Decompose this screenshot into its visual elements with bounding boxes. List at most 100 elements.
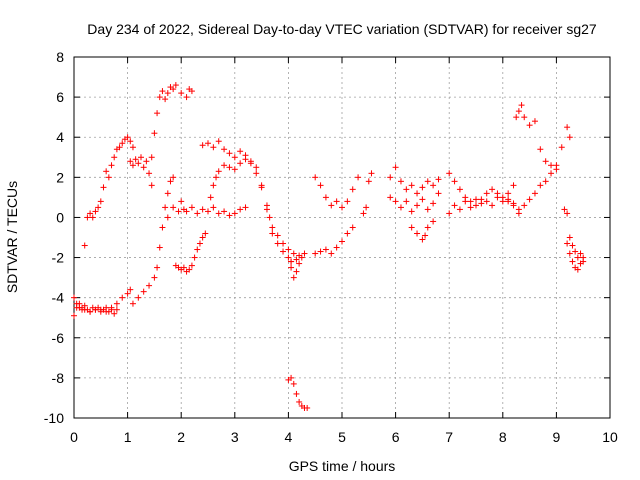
data-point [183, 94, 190, 101]
data-point [274, 240, 281, 247]
data-point [566, 234, 573, 241]
data-point [231, 166, 238, 173]
data-point [328, 202, 335, 209]
data-point [392, 198, 399, 205]
data-point [301, 250, 308, 257]
data-point [483, 190, 490, 197]
data-point [548, 162, 555, 169]
data-point [564, 124, 571, 131]
data-point [127, 286, 134, 293]
data-point [363, 204, 370, 211]
data-point [164, 214, 171, 221]
data-point [156, 94, 163, 101]
data-point [322, 246, 329, 253]
data-point [537, 146, 544, 153]
data-point [368, 170, 375, 177]
y-axis-label: SDTVAR / TECUs [4, 181, 20, 293]
data-point [81, 242, 88, 249]
data-point [355, 174, 362, 181]
data-point [116, 144, 123, 151]
data-point [526, 122, 533, 129]
data-point [339, 204, 345, 211]
data-point [288, 264, 295, 271]
data-point [103, 168, 110, 175]
data-point [288, 374, 295, 381]
data-point [127, 158, 134, 165]
data-point [170, 204, 177, 211]
data-point [566, 134, 573, 141]
data-point [513, 114, 520, 121]
data-point [202, 230, 209, 237]
data-point [456, 186, 463, 193]
data-point [558, 144, 565, 151]
y-tick-label: 4 [56, 129, 64, 145]
plot-frame [73, 56, 611, 419]
data-point [148, 182, 155, 189]
data-point [339, 238, 345, 245]
data-point [124, 290, 131, 297]
data-point [467, 204, 474, 211]
data-point [178, 90, 185, 97]
data-point [237, 160, 244, 167]
data-point [526, 196, 533, 203]
data-point [577, 260, 584, 267]
data-point [119, 140, 126, 147]
series-s23 [515, 124, 573, 217]
data-point [451, 202, 458, 209]
data-point [561, 206, 568, 213]
series-s21 [446, 194, 517, 217]
data-point [151, 274, 158, 281]
data-point [521, 114, 528, 121]
series-s9 [199, 138, 295, 265]
data-point [199, 206, 206, 213]
data-point [430, 182, 437, 189]
y-tick-label: -2 [52, 250, 65, 266]
data-point [419, 236, 426, 243]
data-point [154, 110, 161, 117]
y-tick-label: 6 [56, 89, 64, 105]
data-point [183, 208, 190, 215]
x-tick-label: 10 [602, 429, 618, 445]
data-point [231, 210, 238, 217]
data-point [162, 204, 169, 211]
data-point [296, 260, 303, 267]
data-point [521, 202, 528, 209]
data-point [322, 194, 329, 201]
data-point [387, 194, 394, 201]
data-point [290, 380, 297, 387]
data-point [215, 138, 222, 145]
data-point [518, 102, 525, 109]
data-point [159, 224, 166, 231]
data-point [414, 230, 421, 237]
data-point [103, 304, 110, 311]
data-point [293, 390, 300, 397]
series-s15 [312, 224, 356, 257]
data-point [414, 190, 421, 197]
data-point [148, 154, 155, 161]
data-point [269, 230, 276, 237]
data-point [403, 198, 410, 205]
data-point [483, 198, 490, 205]
data-point [210, 182, 217, 189]
data-point [84, 214, 91, 221]
data-point [548, 170, 555, 177]
series-s11 [288, 250, 308, 265]
data-point [215, 210, 222, 217]
data-point [170, 86, 177, 93]
data-point [242, 204, 249, 211]
data-point [328, 250, 335, 257]
data-point [293, 256, 300, 263]
y-tick-label: 8 [56, 49, 64, 65]
data-point [258, 184, 265, 191]
data-point [172, 82, 179, 89]
data-point [473, 196, 479, 203]
data-point [231, 154, 238, 161]
data-point [572, 248, 579, 255]
x-tick-label: 6 [392, 429, 400, 445]
data-point [71, 312, 77, 319]
data-point [403, 186, 410, 193]
data-point [489, 202, 496, 209]
data-point [188, 262, 195, 269]
data-point [221, 162, 228, 169]
data-point [129, 300, 136, 307]
